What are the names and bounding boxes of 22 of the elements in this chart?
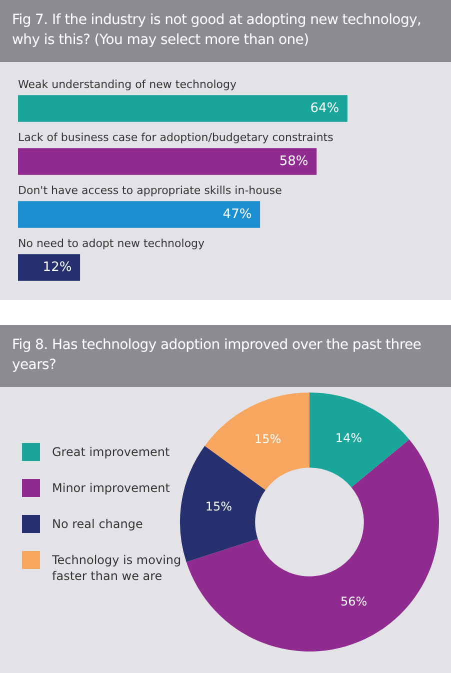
data-label: 58% [279,154,308,169]
data-label: 15% [205,500,232,514]
chart-title: Fig 7. If the industry is not good at adopting new technology, why is this? (You may select more than one) [0,0,451,62]
data-label: 12% [42,260,72,275]
legend-label: Great improvement [52,444,170,460]
data-label: 56% [340,594,368,609]
legend-label: No real change [52,516,143,532]
category-label: No need to adopt new technology [18,236,205,250]
bar [18,254,80,281]
chart-title: Fig 8. Has technology adoption improved over the past three years? [0,325,451,387]
bar [18,201,260,228]
data-label: 15% [254,432,282,446]
category-label: Lack of business case for adoption/budgetary constraints [18,130,334,144]
bar [18,95,348,122]
category-label: Don't have access to appropriate skills in-house [18,184,282,197]
data-label: 64% [310,100,340,116]
data-label: 47% [222,206,252,222]
legend-label: Technology is moving faster than we are [52,552,182,584]
data-label: 14% [335,430,362,445]
category-label: Weak understanding of new technology [18,78,236,91]
bar [18,148,317,175]
legend-label: Minor improvement [52,480,170,496]
